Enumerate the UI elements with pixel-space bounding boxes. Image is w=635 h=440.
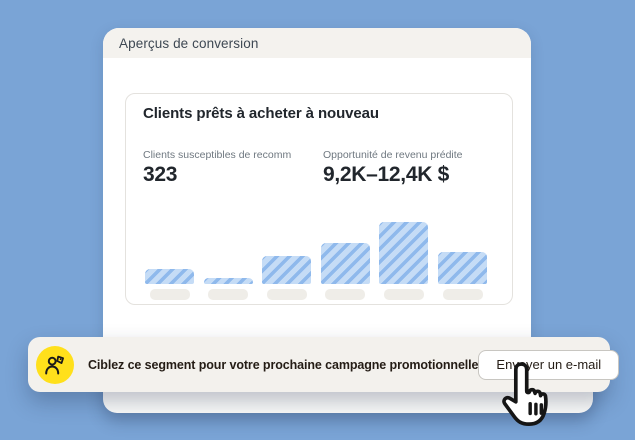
segment-panel: Clients prêts à acheter à nouveau Client… <box>125 93 513 305</box>
stat-predicted-revenue: Opportunité de revenu prédite 9,2K–12,4K… <box>323 149 463 187</box>
x-label-placeholder <box>325 289 366 300</box>
bar-chart <box>126 222 512 284</box>
chart-bar <box>320 243 370 284</box>
x-label-placeholder <box>208 289 249 300</box>
chart-bar <box>203 278 253 284</box>
card-title: Aperçus de conversion <box>119 35 259 51</box>
stat-likely-customers: Clients susceptibles de recomm 323 <box>143 149 291 187</box>
panel-title: Clients prêts à acheter à nouveau <box>143 105 379 122</box>
chart-bar <box>262 256 312 284</box>
person-with-tag-icon <box>36 345 74 384</box>
stat-value: 9,2K–12,4K $ <box>323 163 449 186</box>
x-label-placeholder <box>149 289 190 300</box>
x-label-placeholder <box>383 289 424 300</box>
hand-cursor-icon <box>502 362 548 426</box>
x-label-placeholder <box>442 289 483 300</box>
x-label-row <box>126 289 512 300</box>
banner-message: Ciblez ce segment pour votre prochaine c… <box>88 357 479 372</box>
chart-bar <box>145 269 194 284</box>
promo-banner: Ciblez ce segment pour votre prochaine c… <box>28 337 620 392</box>
stat-label: Opportunité de revenu prédite <box>323 149 463 161</box>
chart-bar <box>379 222 429 284</box>
chart-bar <box>438 252 487 284</box>
card-header: Aperçus de conversion <box>103 28 531 58</box>
stat-label: Clients susceptibles de recomm <box>143 149 292 161</box>
stat-value: 323 <box>143 163 178 186</box>
x-label-placeholder <box>266 289 307 300</box>
conversion-insights-card: Aperçus de conversion Clients prêts à ac… <box>103 28 531 358</box>
